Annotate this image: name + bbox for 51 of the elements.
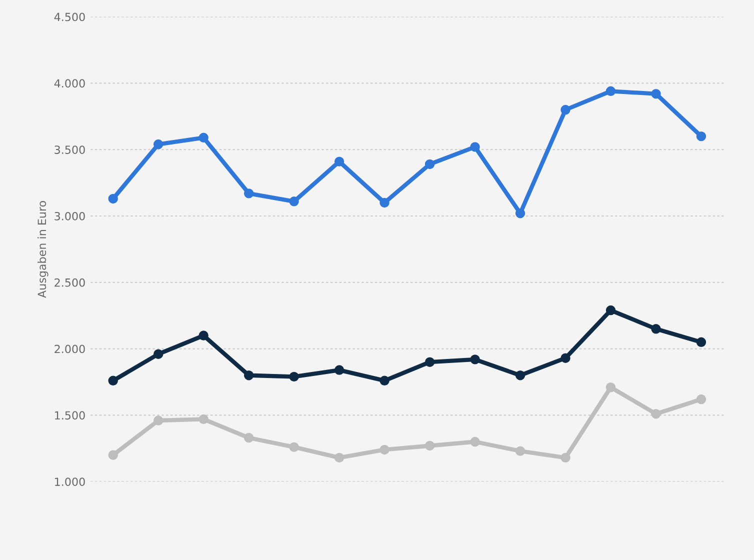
point — [424, 440, 435, 451]
point — [153, 416, 164, 426]
point — [289, 196, 299, 206]
point — [424, 357, 435, 367]
point — [651, 324, 661, 334]
point — [560, 104, 570, 115]
point — [108, 450, 118, 460]
y-tick-label: 3.000 — [54, 212, 85, 220]
y-tick-label: 1.500 — [55, 411, 85, 420]
point — [380, 444, 390, 455]
point — [153, 349, 164, 359]
point — [470, 436, 480, 447]
point — [560, 353, 570, 363]
point — [696, 337, 706, 348]
y-tick-label: 3.500 — [54, 146, 85, 154]
point — [651, 88, 661, 99]
point — [470, 142, 480, 152]
point — [334, 365, 344, 375]
point — [334, 156, 344, 166]
point — [198, 330, 208, 340]
point — [289, 442, 299, 452]
point — [380, 198, 390, 208]
y-tick-label: 2.000 — [54, 344, 85, 354]
point — [424, 159, 435, 170]
point — [198, 414, 208, 424]
point — [515, 370, 526, 380]
point — [696, 394, 706, 404]
y-tick-label: 1.000 — [55, 478, 85, 486]
y-tick-label: 4.000 — [54, 79, 85, 88]
point — [651, 409, 661, 419]
point — [606, 305, 616, 316]
point — [515, 446, 526, 456]
point — [560, 452, 570, 463]
point — [380, 376, 390, 386]
point — [606, 86, 616, 96]
point — [108, 194, 118, 204]
point — [153, 139, 164, 150]
point — [470, 354, 480, 364]
point — [606, 382, 616, 392]
point — [244, 188, 254, 198]
point — [198, 132, 208, 143]
y-axis-title: Ausgaben in Euro — [38, 201, 48, 298]
point — [334, 452, 344, 463]
point — [108, 376, 118, 386]
point — [244, 370, 254, 380]
y-tick-label: 2.500 — [54, 278, 85, 287]
point — [696, 131, 706, 142]
y-tick-label: 4.500 — [54, 12, 85, 22]
point — [244, 432, 254, 443]
point — [289, 372, 299, 382]
point — [515, 208, 526, 218]
